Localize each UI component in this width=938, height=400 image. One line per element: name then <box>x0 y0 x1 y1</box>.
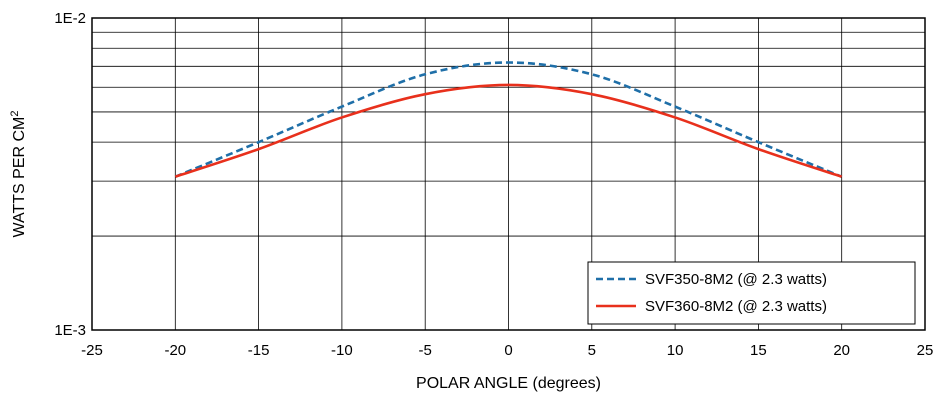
x-tick-label: -5 <box>419 342 432 359</box>
series-layer <box>174 61 843 178</box>
x-tick-label: -20 <box>164 342 186 359</box>
legend: SVF350-8M2 (@ 2.3 watts) SVF360-8M2 (@ 2.… <box>587 261 916 325</box>
grid <box>91 18 926 330</box>
plot-frame <box>91 17 926 331</box>
x-axis-label: POLAR ANGLE (degrees) <box>416 375 601 392</box>
x-tick-label: -10 <box>331 342 353 359</box>
series-line-1 <box>174 61 843 178</box>
series-line-2 <box>174 83 843 178</box>
x-tick-label: 0 <box>504 342 512 359</box>
y-axis-label-superscript: 2 <box>9 110 21 116</box>
x-tick-label: 20 <box>833 342 850 359</box>
x-tick-label: 15 <box>750 342 767 359</box>
legend-label: SVF360-8M2 (@ 2.3 watts) <box>645 298 827 315</box>
x-axis-ticks: -25 -20 -15 -10 -5 0 5 10 15 20 25 <box>81 342 933 359</box>
legend-label: SVF350-8M2 (@ 2.3 watts) <box>645 271 827 288</box>
x-tick-label: 25 <box>917 342 934 359</box>
y-axis-label-main: WATTS PER CM <box>11 117 28 238</box>
y-axis-label: WATTS PER CM2 <box>9 110 28 237</box>
x-tick-label: -25 <box>81 342 103 359</box>
y-axis-ticks: 1E-2 1E-3 <box>54 10 86 339</box>
y-tick-label: 1E-2 <box>54 10 86 27</box>
y-tick-label: 1E-3 <box>54 322 86 339</box>
legend-box <box>587 261 916 325</box>
x-tick-label: 5 <box>588 342 596 359</box>
x-tick-label: -15 <box>248 342 270 359</box>
x-tick-label: 10 <box>667 342 684 359</box>
